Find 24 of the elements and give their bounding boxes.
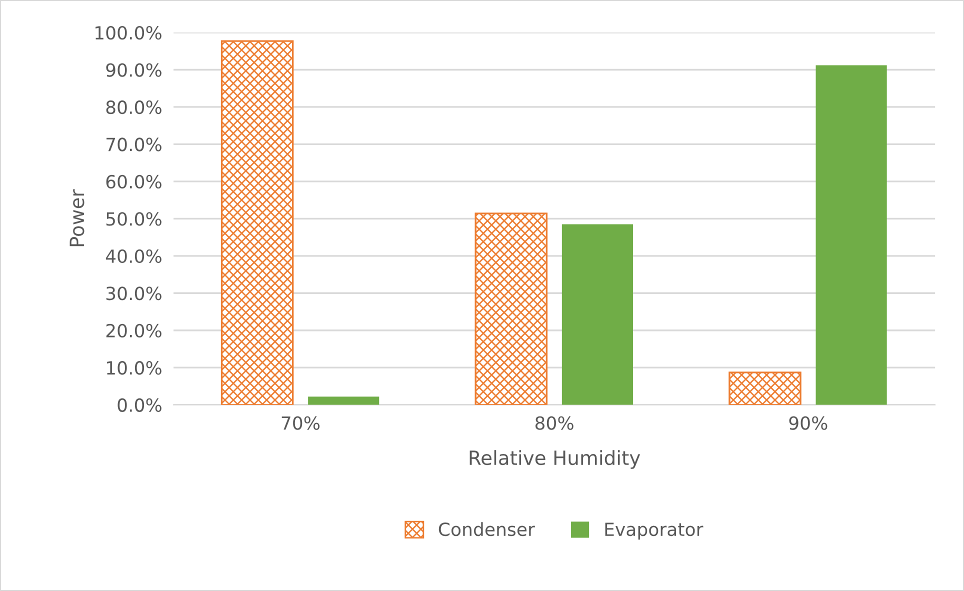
x-tick-label: 70% [282, 416, 320, 430]
bar [220, 40, 294, 405]
x-tick-label: 90% [789, 416, 828, 430]
legend-label: Condenser [438, 522, 535, 536]
x-axis-title: Relative Humidity [470, 450, 640, 469]
y-tick-label: 40.0% [106, 249, 162, 264]
bar [562, 224, 633, 405]
y-tick-label: 90.0% [106, 63, 162, 77]
y-tick-label: 10.0% [107, 361, 162, 375]
y-tick-label: 30.0% [106, 286, 162, 300]
x-tick-label: 80% [535, 416, 574, 430]
bar [308, 396, 380, 405]
y-tick-label: 0.0% [118, 398, 162, 412]
legend-label: Evaporator [605, 522, 704, 540]
bar [474, 212, 548, 405]
y-tick-label: 60.0% [106, 174, 162, 189]
y-tick-label: 50.0% [106, 212, 162, 226]
y-tick-label: 70.0% [106, 138, 162, 152]
y-tick-label: 100.0% [96, 26, 162, 40]
y-tick-label: 80.0% [106, 100, 162, 114]
y-tick-label: 20.0% [106, 324, 162, 338]
bar [728, 372, 802, 405]
bar [816, 65, 887, 405]
y-axis-title: Power [70, 189, 84, 246]
